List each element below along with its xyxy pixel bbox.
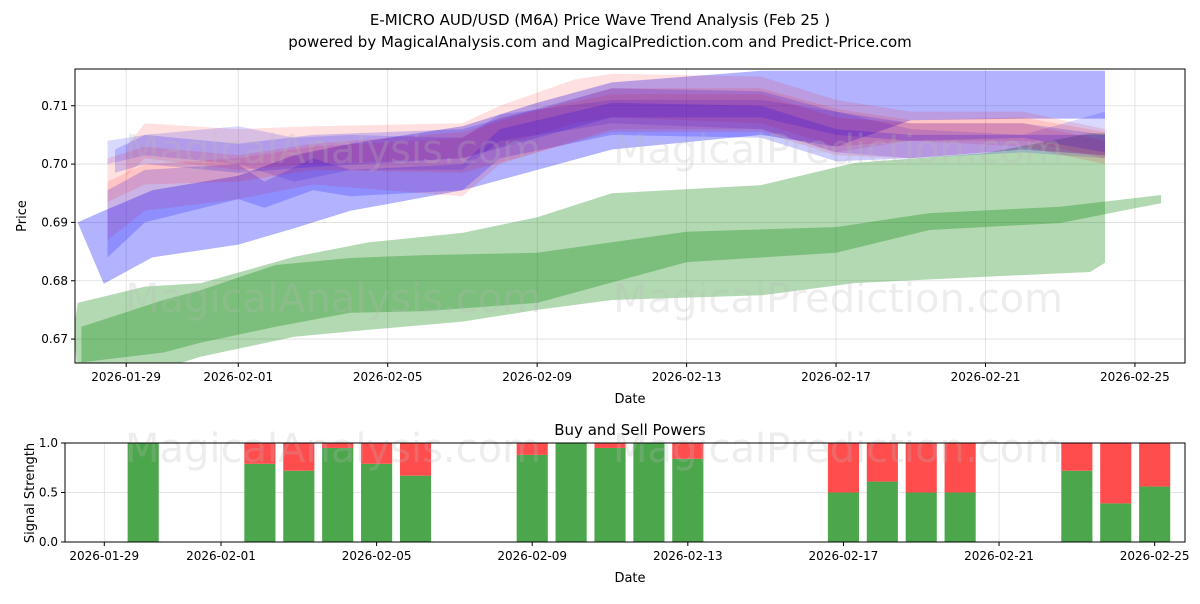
signal-x-tick-label: 2026-02-21	[964, 549, 1034, 563]
price-bands	[75, 70, 1162, 363]
price-x-label: Date	[614, 392, 645, 407]
signal-x-label: Date	[614, 571, 645, 586]
price-y-tick-label: 0.71	[41, 99, 68, 113]
buy-bar	[827, 492, 859, 542]
sell-bar	[1100, 443, 1132, 504]
watermark-prediction: MagicalPrediction.com	[613, 127, 1063, 173]
price-x-tick-label: 2026-02-13	[652, 370, 722, 384]
signal-y-tick-label: 0.0	[39, 535, 58, 549]
price-x-tick-label: 2026-02-21	[951, 370, 1021, 384]
sell-bar	[1139, 443, 1171, 487]
price-axes: 2026-01-29 2026-02-01 2026-02-05 2026-02-09…	[41, 99, 1170, 384]
price-x-tick-label: 2026-02-01	[203, 370, 273, 384]
signal-x-tick-label: 2026-02-01	[186, 549, 256, 563]
sell-bar	[1061, 443, 1093, 471]
price-y-tick-label: 0.70	[41, 157, 68, 171]
buy-bar	[516, 454, 548, 542]
sell-bar	[399, 443, 432, 476]
signal-axes: 2026-01-29 2026-02-01 2026-02-05 2026-02-09…	[39, 436, 1190, 563]
sell-bar	[827, 443, 859, 493]
signal-bars	[127, 443, 1171, 542]
price-y-label: Price	[15, 200, 30, 232]
blue-band-3	[115, 88, 1105, 173]
signal-x-tick-label: 2026-02-17	[809, 549, 879, 563]
signal-watermarks: MagicalAnalysis.com MagicalPrediction.co…	[125, 426, 1063, 472]
sell-bar	[594, 443, 626, 448]
signal-x-tick-label: 2026-01-29	[69, 549, 139, 563]
price-y-tick-label: 0.69	[41, 215, 68, 229]
price-y-tick-label: 0.68	[41, 274, 68, 288]
chart-title-line2: powered by MagicalAnalysis.com and Magic…	[288, 33, 912, 51]
price-x-tick-label: 2026-02-25	[1100, 370, 1170, 384]
buy-bar	[594, 447, 626, 542]
blue-band-1	[107, 99, 1105, 182]
watermark-prediction: MagicalPrediction.com	[613, 276, 1063, 322]
buy-bar	[127, 443, 159, 542]
buy-bar	[361, 463, 393, 542]
signal-y-label: Signal Strength	[23, 443, 38, 543]
price-x-tick-label: 2026-02-17	[801, 370, 871, 384]
buy-bar	[555, 443, 587, 542]
buy-bar	[905, 492, 937, 542]
sell-bar	[866, 443, 898, 482]
blue-wide-band	[77, 70, 1106, 284]
buy-bar	[1139, 486, 1171, 542]
signal-x-tick-label: 2026-02-09	[497, 549, 567, 563]
sell-bar	[516, 443, 548, 455]
buy-bar	[672, 458, 704, 542]
price-x-tick-label: 2026-01-29	[91, 370, 161, 384]
chart-title-line1: E-MICRO AUD/USD (M6A) Price Wave Trend A…	[370, 11, 830, 29]
red-band-2	[107, 94, 1105, 240]
watermark-analysis: MagicalAnalysis.com	[125, 276, 541, 322]
buy-bar	[244, 463, 276, 542]
signal-x-tick-label: 2026-02-13	[653, 549, 723, 563]
sell-bar	[672, 443, 704, 459]
buy-bar	[866, 481, 898, 542]
sell-bar	[244, 443, 276, 464]
price-grid	[75, 69, 1185, 363]
sell-bar	[283, 443, 315, 471]
red-band-3	[107, 88, 1105, 202]
buy-bar	[1061, 470, 1093, 542]
watermark-prediction: MagicalPrediction.com	[613, 426, 1063, 472]
buy-bar	[399, 475, 432, 542]
sell-bar	[944, 443, 976, 493]
green-outer-band	[75, 133, 1105, 363]
signal-x-tick-label: 2026-02-05	[342, 549, 412, 563]
price-y-tick-label: 0.67	[41, 332, 68, 346]
watermark-analysis: MagicalAnalysis.com	[125, 426, 541, 472]
buy-bar	[283, 470, 315, 542]
signal-y-tick-label: 0.5	[39, 486, 58, 500]
buy-bar	[322, 447, 354, 542]
price-x-tick-label: 2026-02-05	[353, 370, 423, 384]
blue-band-2	[107, 102, 1105, 258]
sell-bar	[322, 443, 354, 448]
signal-x-tick-label: 2026-02-25	[1120, 549, 1190, 563]
signal-y-tick-label: 1.0	[39, 436, 58, 450]
sell-bar	[905, 443, 937, 493]
price-plot-frame	[74, 68, 1186, 364]
buy-bar	[633, 443, 665, 542]
green-core-band	[81, 195, 1162, 363]
watermark-analysis: MagicalAnalysis.com	[125, 127, 541, 173]
buy-bar	[944, 492, 976, 542]
red-band-1	[126, 73, 1105, 176]
sell-bar	[361, 443, 393, 464]
buy-bar	[1100, 503, 1132, 542]
price-x-tick-label: 2026-02-09	[502, 370, 572, 384]
bar-chart-title: Buy and Sell Powers	[554, 421, 706, 439]
price-watermarks: MagicalAnalysis.com MagicalPrediction.co…	[125, 127, 1063, 322]
